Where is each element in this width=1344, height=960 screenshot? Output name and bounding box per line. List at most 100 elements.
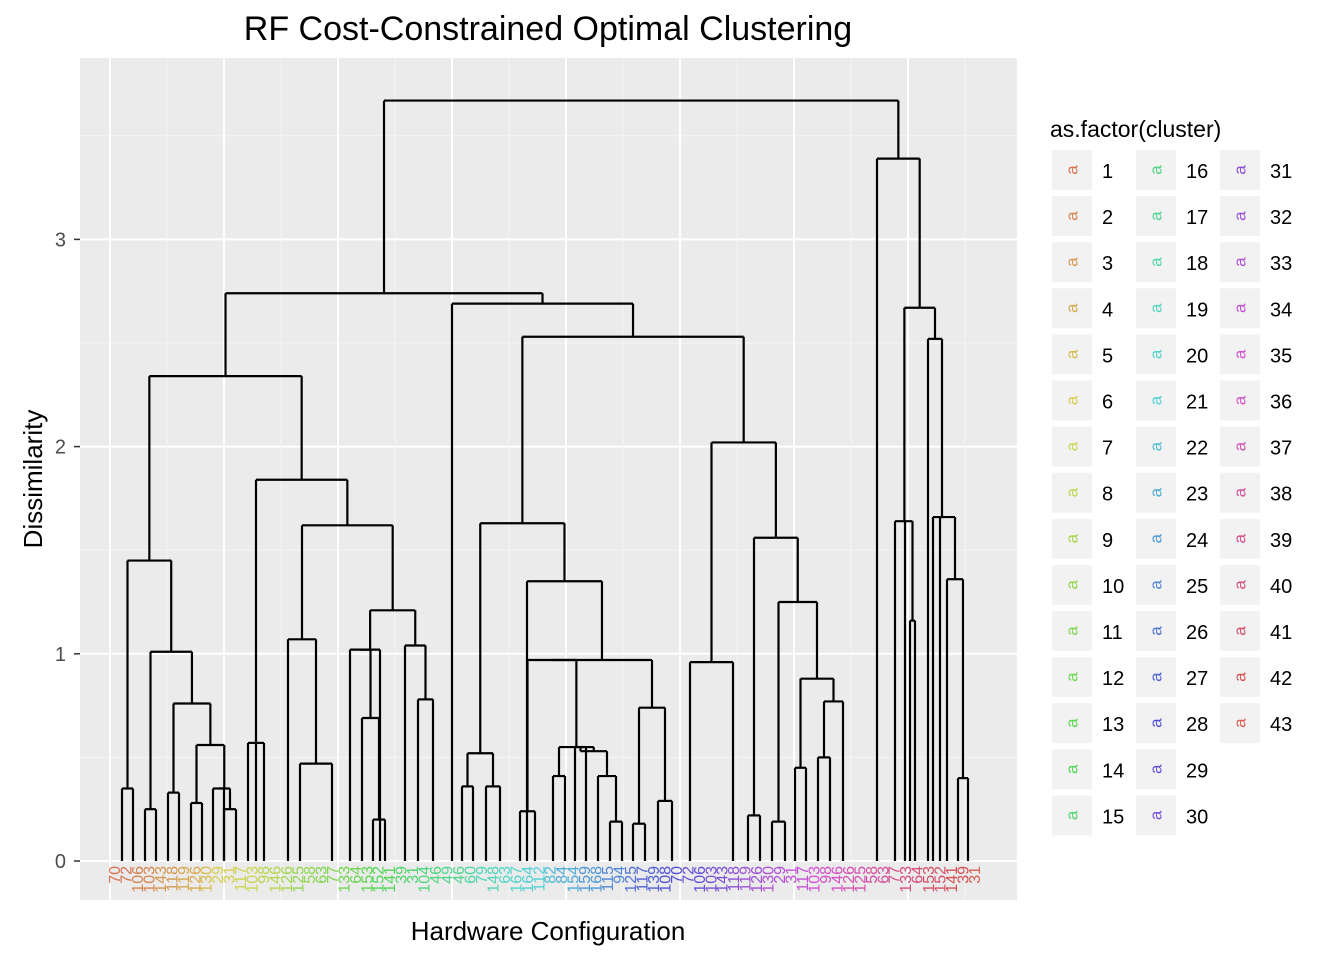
legend-key [1220, 657, 1260, 698]
legend-key [1220, 150, 1260, 190]
legend-label: 11 [1102, 622, 1123, 644]
legend-key [1136, 703, 1176, 744]
leaf-label: 130 [199, 866, 216, 893]
legend-key-glyph: a [1063, 395, 1082, 405]
leaf-label: 29 [210, 866, 227, 884]
legend-key-glyph: a [1231, 441, 1250, 451]
leaf-label: 126 [841, 866, 858, 893]
legend-key [1136, 196, 1176, 237]
legend-label: 22 [1186, 438, 1208, 460]
leaf-label: 103 [141, 866, 158, 893]
legend-key-glyph: a [1147, 764, 1166, 774]
legend-key [1220, 472, 1260, 513]
leaf-label: 126 [749, 866, 766, 893]
legend-key-glyph: a [1147, 810, 1166, 820]
legend-key [1052, 795, 1092, 836]
legend-label: 25 [1186, 576, 1208, 598]
legend-entries: a 1 a 2 a 3 a 4 a 5 a 6 a 7 a 8 a 9 a 10 a 11 a 12 a 13 a 14 a 15 a 16 a… [1052, 150, 1292, 836]
legend-key [1052, 611, 1092, 651]
leaf-label: 117 [233, 866, 250, 892]
legend-key-glyph: a [1147, 534, 1166, 544]
leaf-label: 112 [531, 866, 548, 892]
leaf-label: 104 [417, 866, 434, 893]
legend-label: 7 [1102, 438, 1113, 460]
leaf-label: 130 [761, 866, 778, 893]
legend-key-glyph: a [1231, 534, 1250, 544]
leaf-label: 133 [898, 866, 915, 893]
legend-key-glyph: a [1063, 534, 1082, 544]
legend-key-glyph: a [1063, 487, 1082, 497]
leaf-label: 139 [646, 866, 663, 893]
legend-key [1052, 518, 1092, 559]
legend-label: 2 [1102, 207, 1113, 229]
y-tick-label: 3 [55, 229, 66, 251]
leaf-label: 118 [164, 866, 181, 892]
legend-key-glyph: a [1147, 672, 1166, 682]
legend-label: 39 [1270, 530, 1292, 552]
legend-key-glyph: a [1231, 303, 1250, 313]
leaf-label: 125 [290, 866, 307, 893]
leaf-label: 77 [887, 866, 904, 884]
legend-label: 30 [1186, 806, 1208, 828]
legend-label: 40 [1270, 576, 1292, 598]
legend-key [1136, 749, 1176, 790]
legend-key-glyph: a [1063, 672, 1082, 682]
legend-label: 21 [1186, 392, 1208, 414]
leaf-label: 152 [933, 866, 950, 893]
legend-key [1220, 564, 1260, 605]
leaf-label: 146 [829, 866, 846, 893]
legend-key [1220, 334, 1260, 375]
legend-label: 1 [1102, 161, 1113, 183]
leaf-label: 115 [600, 866, 617, 892]
legend-key-glyph: a [1231, 718, 1250, 728]
leaf-label: 153 [359, 866, 376, 893]
leaf-label: 98 [256, 866, 273, 884]
leaf-label: 103 [703, 866, 720, 893]
leaf-label: 167 [508, 866, 525, 893]
leaf-label: 125 [852, 866, 869, 893]
legend-key [1136, 288, 1176, 329]
leaf-label: 60 [462, 866, 479, 884]
leaf-label: 164 [520, 866, 537, 893]
legend-key [1136, 472, 1176, 513]
legend-key [1220, 611, 1260, 651]
legend-key [1220, 426, 1260, 467]
legend-key [1052, 334, 1092, 375]
legend-key-glyph: a [1063, 257, 1082, 267]
leaf-label: 82 [543, 866, 560, 884]
leaf-label: 98 [818, 866, 835, 884]
leaf-label: 72 [680, 866, 697, 884]
leaf-label: 49 [440, 866, 457, 884]
legend-title: as.factor(cluster) [1050, 116, 1221, 142]
legend-label: 8 [1102, 484, 1113, 506]
legend-key-glyph: a [1063, 165, 1082, 175]
legend-key-glyph: a [1231, 395, 1250, 405]
legend-label: 19 [1186, 299, 1208, 321]
legend-label: 9 [1102, 530, 1113, 552]
leaf-label: 152 [371, 866, 388, 893]
legend-label: 38 [1270, 484, 1292, 506]
leaf-label: 153 [921, 866, 938, 893]
legend-key [1136, 657, 1176, 698]
legend-key-glyph: a [1147, 349, 1166, 359]
legend-key [1052, 288, 1092, 329]
leaf-label: 58 [302, 866, 319, 884]
legend-label: 14 [1102, 760, 1124, 782]
legend-key [1136, 334, 1176, 375]
leaf-label: 70 [669, 866, 686, 884]
leaf-label: 119 [176, 866, 193, 892]
leaf-label: 159 [577, 866, 594, 893]
legend-key-glyph: a [1063, 303, 1082, 313]
y-tick-label: 1 [55, 644, 66, 666]
leaf-label: 31 [405, 866, 422, 884]
legend-key [1220, 518, 1260, 559]
legend-label: 41 [1270, 622, 1292, 644]
legend-key [1136, 611, 1176, 651]
legend-key-glyph: a [1063, 580, 1082, 590]
leaf-label: 94 [612, 866, 629, 884]
legend-key [1136, 795, 1176, 836]
legend-label: 42 [1270, 668, 1292, 690]
legend-key-glyph: a [1231, 626, 1250, 636]
legend-key [1136, 518, 1176, 559]
